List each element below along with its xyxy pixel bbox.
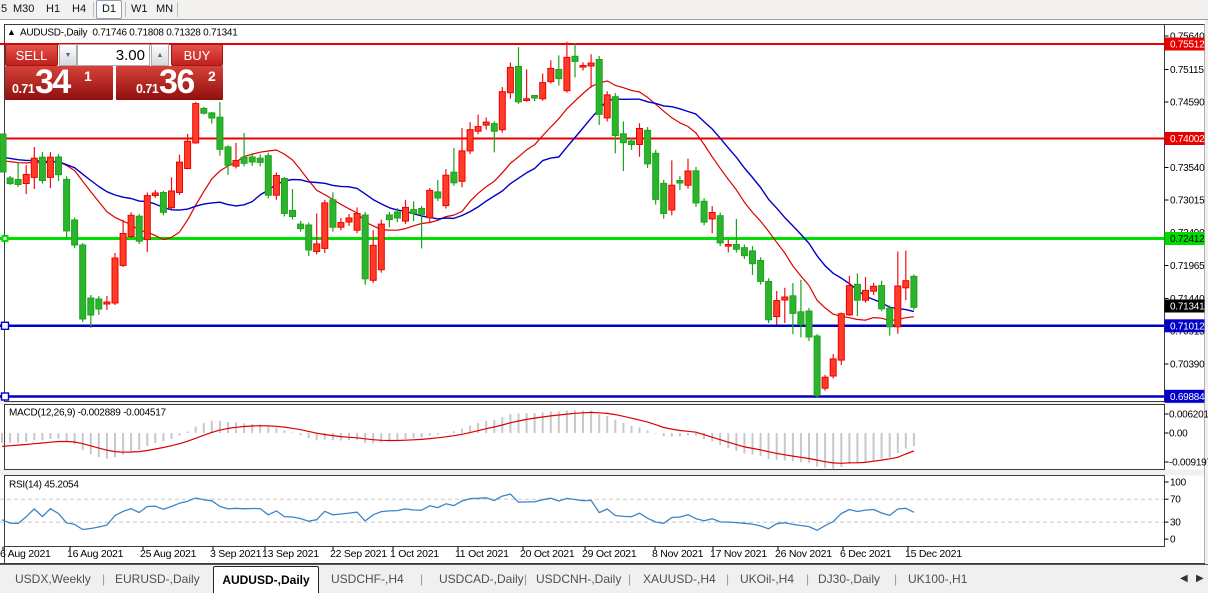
svg-text:16 Aug 2021: 16 Aug 2021 <box>67 548 124 560</box>
svg-text:AUDUSD-,Daily 0.71746 0.71808: AUDUSD-,Daily 0.71746 0.71808 0.71328 0.… <box>20 28 238 39</box>
svg-text:0.006201: 0.006201 <box>1169 410 1208 421</box>
svg-text:▲: ▲ <box>7 27 16 37</box>
svg-text:6 Aug 2021: 6 Aug 2021 <box>0 548 51 560</box>
svg-text:0.75512: 0.75512 <box>1170 40 1205 51</box>
svg-text:6 Dec 2021: 6 Dec 2021 <box>840 548 892 560</box>
svg-text:0.73015: 0.73015 <box>1170 196 1205 207</box>
svg-text:29 Oct 2021: 29 Oct 2021 <box>582 548 637 560</box>
svg-text:0.69884: 0.69884 <box>1170 392 1205 403</box>
svg-text:3 Sep 2021: 3 Sep 2021 <box>210 548 262 560</box>
svg-text:11 Oct 2021: 11 Oct 2021 <box>455 548 509 560</box>
svg-text:0.74590: 0.74590 <box>1170 98 1205 109</box>
svg-text:0.71012: 0.71012 <box>1170 321 1205 332</box>
svg-text:1 Oct 2021: 1 Oct 2021 <box>390 548 439 560</box>
svg-text:100: 100 <box>1170 478 1187 489</box>
svg-text:20 Oct 2021: 20 Oct 2021 <box>520 548 575 560</box>
svg-text:0.75640: 0.75640 <box>1170 32 1205 43</box>
svg-text:0: 0 <box>1170 535 1176 546</box>
svg-text:0.72412: 0.72412 <box>1170 234 1205 245</box>
svg-text:8 Nov 2021: 8 Nov 2021 <box>652 548 704 560</box>
svg-text:0.71965: 0.71965 <box>1170 261 1205 272</box>
svg-text:-0.009197: -0.009197 <box>1169 458 1208 469</box>
svg-text:0.73540: 0.73540 <box>1170 163 1205 174</box>
svg-text:RSI(14) 45.2054: RSI(14) 45.2054 <box>9 480 79 491</box>
svg-text:22 Sep 2021: 22 Sep 2021 <box>330 548 387 560</box>
svg-text:26 Nov 2021: 26 Nov 2021 <box>775 548 832 560</box>
svg-text:0.70390: 0.70390 <box>1170 360 1205 371</box>
svg-text:17 Nov 2021: 17 Nov 2021 <box>710 548 767 560</box>
svg-text:0.71341: 0.71341 <box>1170 302 1205 313</box>
svg-text:MACD(12,26,9) -0.002889 -0.004: MACD(12,26,9) -0.002889 -0.004517 <box>9 408 167 419</box>
svg-text:0.75115: 0.75115 <box>1170 65 1204 76</box>
svg-text:70: 70 <box>1170 495 1181 506</box>
svg-text:13 Sep 2021: 13 Sep 2021 <box>262 548 319 560</box>
svg-text:15 Dec 2021: 15 Dec 2021 <box>905 548 962 560</box>
svg-text:30: 30 <box>1170 518 1181 529</box>
svg-text:25 Aug 2021: 25 Aug 2021 <box>140 548 197 560</box>
svg-text:0.00: 0.00 <box>1169 429 1188 440</box>
svg-text:0.74002: 0.74002 <box>1170 134 1205 145</box>
